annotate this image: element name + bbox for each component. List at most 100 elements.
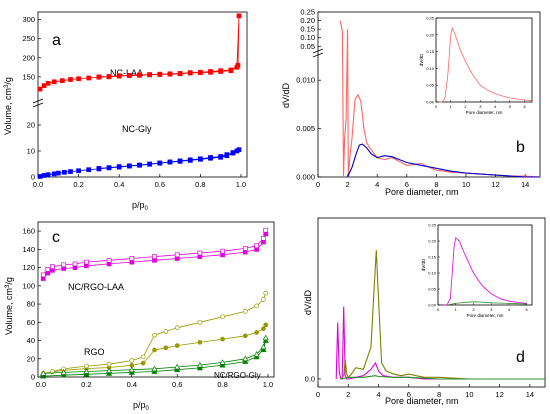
panel-b-inset-ytick-label: 0.10	[426, 66, 435, 71]
rgo-desorption-point	[129, 358, 135, 363]
rgo-adsorption-point	[220, 336, 225, 342]
panel-b-inset-xtick-label: 0	[435, 104, 438, 109]
nc-laa-point	[218, 68, 224, 74]
panel-d-xtick-label: 2	[346, 390, 350, 399]
nc-gly-point	[51, 171, 57, 177]
panel-c-xlabel: p/p0	[133, 400, 150, 412]
panel-b-frame	[317, 11, 541, 178]
panel-d-inset-xtick-label: 5	[526, 307, 529, 312]
rgo-desorption-line	[43, 292, 267, 375]
panel-d-letter: d	[516, 349, 525, 366]
nc-rgo-laa-desorption-line	[42, 230, 267, 276]
nc-rgo-laa-desorption-point	[220, 248, 225, 254]
panel-b-xtick-label: 2	[346, 180, 350, 189]
panel-d-labels: d dV/dD Pore diameter, nm	[303, 289, 525, 406]
panel-c-ylabel: Volume, cm3/g	[4, 277, 14, 335]
panel-c-xtick-label: 0.0	[36, 380, 46, 389]
panel-c-ytick-label: 100	[22, 281, 35, 290]
panel-b-inset-ytick-label: 0.20	[426, 32, 435, 37]
panel-d-inset-frame	[437, 224, 533, 306]
rgo-desorption-point	[106, 361, 112, 367]
nc-rgo-gly-point	[83, 371, 90, 377]
panel-b-ytick-label: 0.000	[296, 173, 315, 182]
nc-rgo-gly-desorption-point	[262, 334, 269, 341]
nc-rgo-gly-point	[174, 366, 181, 373]
nc-rgo-gly-point	[60, 371, 67, 378]
nc-laa-point	[76, 76, 81, 82]
rgo-desorption-point	[174, 325, 180, 331]
nc-rgo-gly-desorption-point	[40, 370, 47, 376]
nc-gly-point	[147, 161, 152, 167]
panel-d-inset-series-2	[446, 301, 527, 306]
nc-rgo-gly-desorption-point	[219, 359, 226, 365]
panel-d-series-2	[340, 250, 545, 380]
nc-gly-point	[187, 157, 193, 163]
nc-rgo-laa-desorption-point	[49, 264, 55, 270]
panel-a-ytick-label: 10	[27, 147, 35, 156]
nc-rgo-laa-desorption-point	[261, 236, 266, 241]
series-label-nc-rgo-gly: NC/RGO-Gly	[214, 371, 261, 380]
panel-b-inset-xtick-label: 2	[464, 104, 467, 109]
panel-a-xtick-label: 0.6	[155, 180, 165, 189]
rgo-desorption-point	[261, 297, 266, 302]
rgo-desorption-point	[254, 303, 259, 309]
panel-a-ytick-label: 250	[22, 34, 35, 43]
nc-laa-point	[228, 67, 234, 73]
nc-laa-point	[86, 75, 92, 81]
panel-c-ytick-label: 20	[27, 354, 35, 363]
nc-gly-point	[218, 154, 224, 159]
panel-a-ytick-label: 150	[22, 72, 35, 81]
nc-rgo-laa-desorption-point	[106, 257, 112, 263]
nc-gly-point	[37, 174, 43, 179]
panel-d-xtick-label: 12	[495, 390, 503, 399]
rgo-adsorption-line	[43, 324, 267, 374]
rgo-desorption-point	[163, 329, 169, 334]
panel-d-inset-xtick-label: 0	[437, 307, 440, 312]
panel-c-xtick-label: 1.0	[263, 380, 273, 389]
panel-b-ytick-label: 0.25	[300, 8, 315, 17]
rgo-adsorption-point	[152, 347, 157, 353]
series-label-rgo: RGO	[84, 347, 105, 357]
panel-c-ytick-label: 140	[22, 245, 35, 254]
panel-c-ytick-label: 120	[22, 263, 35, 272]
panel-c-xtick-label: 0.4	[127, 380, 137, 389]
panel-c-ytick-label: 0	[31, 373, 35, 382]
panel-b-ylabel: dV/dD	[281, 82, 291, 108]
panel-d-series-1	[335, 306, 545, 380]
panel-b-inset-ylabel: dV/dD	[419, 53, 424, 66]
panel-d-ytick-label: 0.0	[305, 374, 315, 383]
nc-rgo-gly-desorption-point	[83, 368, 90, 374]
panel-c-ytick-label: 40	[27, 336, 35, 345]
nc-laa-point	[106, 74, 112, 79]
panel-d-xtick-label: 4	[376, 390, 380, 399]
rgo-adsorption-point	[242, 333, 248, 339]
panel-d-inset-ytick-label: 0.05	[428, 287, 437, 292]
nc-gly-point	[76, 168, 81, 174]
panel-d-frame	[317, 217, 546, 388]
rgo-desorption-point	[220, 314, 225, 320]
panel-a-ytick-label: 200	[22, 53, 35, 62]
nc-rgo-gly-point	[106, 370, 113, 376]
nc-rgo-gly-desorption-point	[128, 366, 135, 373]
nc-rgo-gly-desorption-point	[196, 361, 203, 368]
rgo-adsorption-point	[174, 343, 180, 348]
panel-d-inset-xlabel: Pore diameter, nm	[467, 313, 504, 318]
panel-c-ytick-label: 80	[27, 300, 35, 309]
nc-rgo-gly-desorption-point	[242, 355, 249, 362]
panel-b-xtick-label: 12	[491, 180, 499, 189]
panel-b-ytick-label: 0.010	[296, 76, 315, 85]
rgo-desorption-point	[242, 309, 248, 314]
panel-b-ytick-label: 0.05	[300, 42, 315, 51]
panel-b-inset-xlabel: Pore diameter, nm	[466, 110, 503, 115]
panel-b-inset-xtick-label: 5	[509, 104, 512, 109]
panel-d-inset-xtick-label: 4	[508, 307, 511, 312]
nc-laa-point	[126, 72, 132, 78]
nc-gly-point	[116, 164, 122, 169]
nc-rgo-gly-desorption-point	[260, 343, 267, 350]
panel-b-inset-xtick-label: 4	[494, 104, 497, 109]
nc-laa-point	[208, 69, 213, 74]
panel-d-xtick-label: 8	[437, 390, 441, 399]
nc-rgo-gly-desorption-point	[253, 350, 260, 357]
